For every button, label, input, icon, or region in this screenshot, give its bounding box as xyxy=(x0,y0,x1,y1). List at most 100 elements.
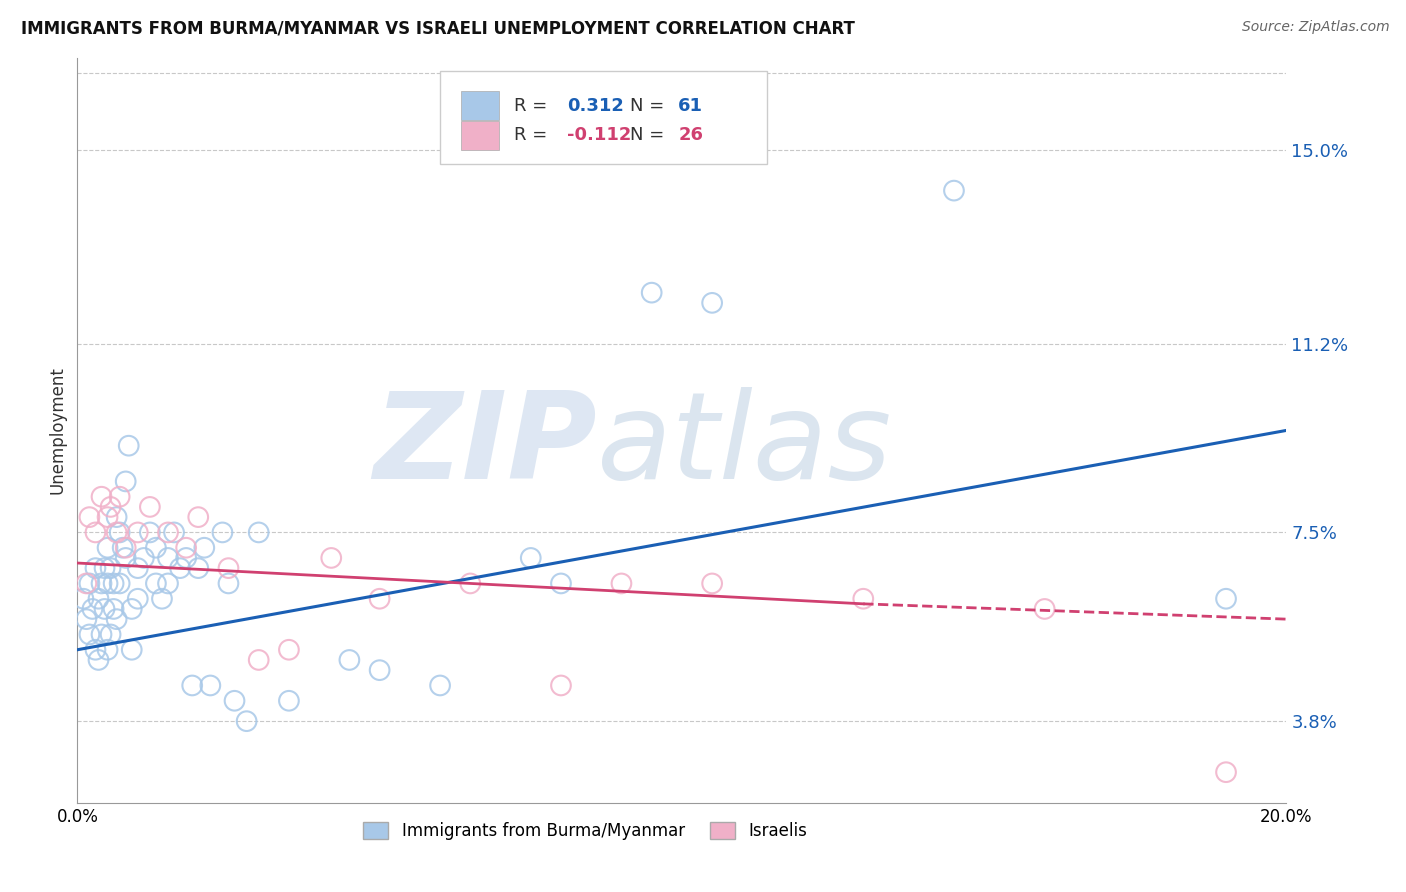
Point xyxy=(90,627,112,641)
Point xyxy=(127,561,149,575)
Point xyxy=(87,591,110,606)
Point xyxy=(127,591,149,606)
Point xyxy=(520,550,543,565)
Y-axis label: Unemployment: Unemployment xyxy=(48,367,66,494)
Text: -0.112: -0.112 xyxy=(567,127,631,145)
Point xyxy=(96,510,118,524)
Point xyxy=(218,576,240,591)
Point xyxy=(458,576,481,591)
Point xyxy=(157,576,180,591)
Point xyxy=(100,627,122,641)
Point xyxy=(111,541,134,555)
Point xyxy=(145,541,167,555)
Point xyxy=(114,475,136,489)
Point xyxy=(224,694,246,708)
Point xyxy=(157,550,180,565)
Point xyxy=(121,602,143,616)
Text: 61: 61 xyxy=(678,96,703,115)
Point xyxy=(339,653,360,667)
Point xyxy=(1033,602,1056,616)
Point xyxy=(100,500,122,514)
Text: 0.312: 0.312 xyxy=(567,96,624,115)
Text: R =: R = xyxy=(513,127,553,145)
Point xyxy=(943,184,966,198)
Point xyxy=(702,296,724,310)
Point xyxy=(90,576,112,591)
Point xyxy=(105,510,128,524)
Point xyxy=(90,490,112,504)
Text: N =: N = xyxy=(630,127,669,145)
Point xyxy=(247,653,270,667)
Point xyxy=(247,525,270,540)
Point xyxy=(368,591,391,606)
Point xyxy=(72,591,94,606)
Point xyxy=(105,525,128,540)
Point xyxy=(132,550,155,565)
Point xyxy=(93,561,115,575)
Text: atlas: atlas xyxy=(598,387,893,504)
Point xyxy=(96,576,118,591)
Point xyxy=(211,525,233,540)
Point xyxy=(1215,591,1237,606)
Point xyxy=(114,541,136,555)
Point xyxy=(174,541,197,555)
Point xyxy=(218,561,240,575)
Point xyxy=(852,591,875,606)
Point xyxy=(105,612,128,626)
Point xyxy=(150,591,173,606)
Text: Source: ZipAtlas.com: Source: ZipAtlas.com xyxy=(1241,20,1389,34)
Text: R =: R = xyxy=(513,96,553,115)
Point xyxy=(187,510,209,524)
Point xyxy=(75,612,97,626)
Point xyxy=(187,561,209,575)
Point xyxy=(75,576,97,591)
Point xyxy=(610,576,633,591)
Bar xyxy=(461,121,499,150)
Point xyxy=(96,541,118,555)
Point xyxy=(79,576,101,591)
Point xyxy=(550,678,572,692)
Point xyxy=(84,642,107,657)
Point xyxy=(157,525,180,540)
Point xyxy=(79,510,101,524)
Bar xyxy=(461,92,499,120)
Text: ZIP: ZIP xyxy=(374,387,598,504)
Point xyxy=(108,525,131,540)
Point xyxy=(96,642,118,657)
Text: N =: N = xyxy=(630,96,669,115)
Point xyxy=(145,576,167,591)
Point xyxy=(174,550,197,565)
Point xyxy=(108,490,131,504)
Point xyxy=(100,561,122,575)
Point xyxy=(641,285,664,300)
FancyBboxPatch shape xyxy=(440,70,766,164)
Point xyxy=(127,525,149,540)
Point xyxy=(139,500,162,514)
Point xyxy=(1215,765,1237,780)
Point xyxy=(84,525,107,540)
Point xyxy=(200,678,222,692)
Text: 26: 26 xyxy=(678,127,703,145)
Point xyxy=(368,663,391,677)
Point xyxy=(108,576,131,591)
Point xyxy=(139,525,162,540)
Point xyxy=(278,694,301,708)
Point xyxy=(163,525,186,540)
Point xyxy=(79,627,101,641)
Point xyxy=(321,550,343,565)
Point xyxy=(103,602,125,616)
Point xyxy=(193,541,215,555)
Legend: Immigrants from Burma/Myanmar, Israelis: Immigrants from Burma/Myanmar, Israelis xyxy=(357,815,814,847)
Point xyxy=(235,714,257,728)
Point xyxy=(82,602,104,616)
Point xyxy=(702,576,724,591)
Point xyxy=(103,576,125,591)
Point xyxy=(84,561,107,575)
Text: IMMIGRANTS FROM BURMA/MYANMAR VS ISRAELI UNEMPLOYMENT CORRELATION CHART: IMMIGRANTS FROM BURMA/MYANMAR VS ISRAELI… xyxy=(21,20,855,37)
Point xyxy=(550,576,572,591)
Point xyxy=(87,653,110,667)
Point xyxy=(93,602,115,616)
Point xyxy=(114,550,136,565)
Point xyxy=(121,642,143,657)
Point xyxy=(118,439,141,453)
